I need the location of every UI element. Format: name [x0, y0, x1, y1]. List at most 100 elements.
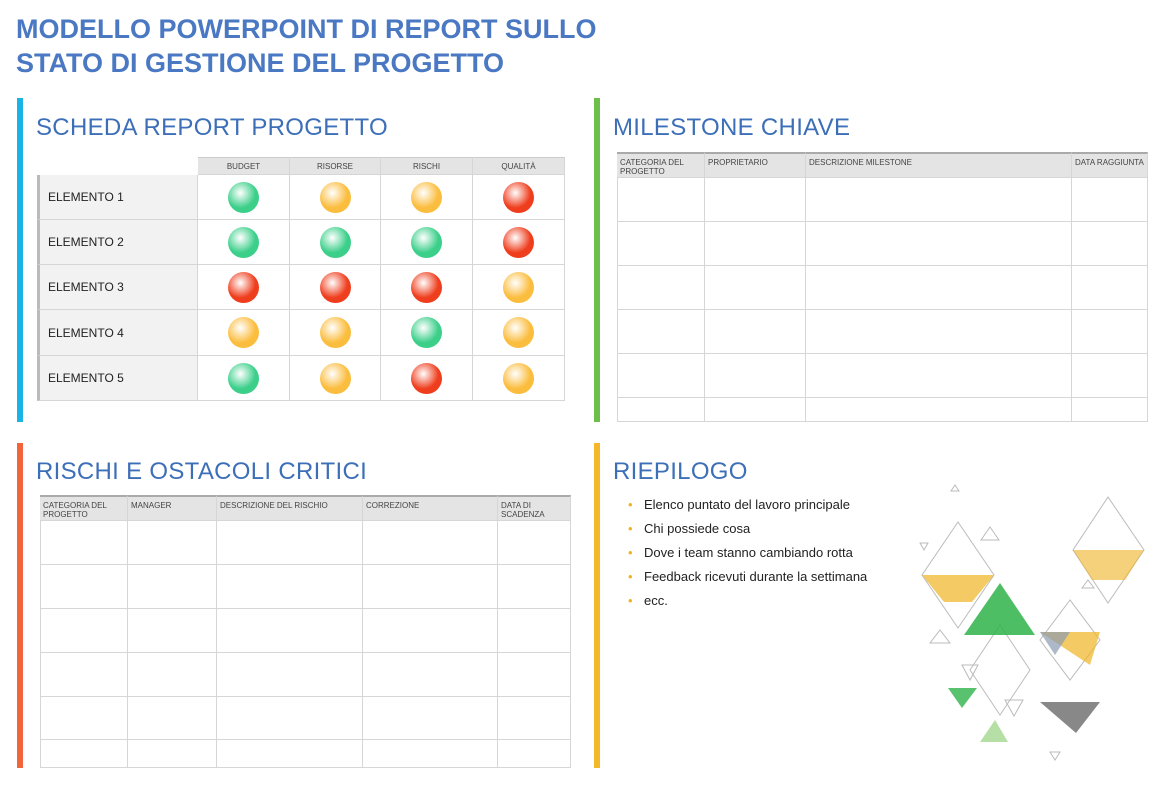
status-cell: [290, 356, 381, 401]
bullet-item: Feedback ricevuti durante la settimana: [628, 569, 904, 587]
table-cell: [806, 354, 1072, 398]
status-cell: [473, 265, 565, 310]
table-cell: [617, 178, 705, 222]
decoration: [919, 484, 1145, 761]
section-title: RIEPILOGO: [613, 458, 748, 485]
table-cell: [363, 521, 498, 565]
status-dot: [503, 362, 534, 394]
table-cell: [498, 653, 571, 697]
column-header: DATA DI SCADENZA: [498, 495, 571, 521]
table-cell: [705, 222, 806, 266]
column-header: RISORSE: [290, 157, 381, 175]
table-cell: [40, 609, 128, 653]
bullet-item: Dove i team stanno cambiando rotta: [628, 545, 904, 563]
status-cell: [290, 220, 381, 265]
status-dot: [411, 271, 442, 303]
table-cell: [217, 740, 363, 768]
status-cell: [381, 220, 473, 265]
bullet-item: Elenco puntato del lavoro principale: [628, 497, 904, 515]
column-header: DATA RAGGIUNTA: [1072, 152, 1148, 178]
section-bar: [594, 443, 600, 768]
table-cell: [40, 740, 128, 768]
table-cell: [1072, 398, 1148, 422]
table-cell: [128, 740, 217, 768]
status-cell: [290, 265, 381, 310]
column-header: DESCRIZIONE MILESTONE: [806, 152, 1072, 178]
table-cell: [128, 521, 217, 565]
table-cell: [806, 398, 1072, 422]
column-header: RISCHI: [381, 157, 473, 175]
row-label: ELEMENTO 5: [37, 356, 198, 401]
section-bar: [17, 443, 23, 768]
table-cell: [128, 565, 217, 609]
status-dot: [319, 317, 351, 348]
bullet-item: Chi possiede cosa: [628, 521, 904, 539]
status-cell: [473, 310, 565, 356]
table-cell: [498, 697, 571, 740]
table-cell: [806, 178, 1072, 222]
status-dot: [319, 271, 351, 303]
title-line: STATO DI GESTIONE DEL PROGETTO: [16, 48, 505, 78]
table-cell: [617, 222, 705, 266]
table-cell: [40, 653, 128, 697]
table-cell: [806, 222, 1072, 266]
table-cell: [363, 565, 498, 609]
table-cell: [705, 266, 806, 310]
table-cell: [40, 565, 128, 609]
status-cell: [198, 265, 290, 310]
table-cell: [217, 609, 363, 653]
status-cell: [381, 265, 473, 310]
table-cell: [705, 398, 806, 422]
table-cell: [705, 354, 806, 398]
status-dot: [503, 181, 534, 213]
table-cell: [217, 565, 363, 609]
status-cell: [473, 356, 565, 401]
status-cell: [473, 220, 565, 265]
column-header: CATEGORIA DEL PROGETTO: [40, 495, 128, 521]
title-line: MODELLO POWERPOINT DI REPORT SULLO: [16, 14, 597, 44]
table-cell: [1072, 310, 1148, 354]
table-cell: [498, 521, 571, 565]
status-dot: [411, 362, 442, 394]
status-cell: [381, 356, 473, 401]
table-cell: [617, 354, 705, 398]
table-cell: [40, 697, 128, 740]
section-title: MILESTONE CHIAVE: [613, 114, 851, 141]
status-cell: [381, 175, 473, 220]
table-cell: [498, 565, 571, 609]
row-label: ELEMENTO 2: [37, 220, 198, 265]
status-cell: [290, 175, 381, 220]
row-label: ELEMENTO 1: [37, 175, 198, 220]
column-header: CATEGORIA DEL PROGETTO: [617, 152, 705, 178]
status-cell: [198, 220, 290, 265]
section-bar: [17, 98, 23, 422]
status-dot: [503, 226, 534, 258]
column-header: PROPRIETARIO: [705, 152, 806, 178]
status-dot: [228, 362, 259, 394]
column-header: MANAGER: [128, 495, 217, 521]
table-cell: [363, 609, 498, 653]
status-cell: [198, 310, 290, 356]
table-cell: [363, 697, 498, 740]
table-cell: [498, 609, 571, 653]
table-cell: [363, 653, 498, 697]
table-cell: [1072, 266, 1148, 310]
table-cell: [128, 653, 217, 697]
status-dot: [503, 317, 534, 348]
status-cell: [381, 310, 473, 356]
status-cell: [290, 310, 381, 356]
status-dot: [228, 271, 259, 303]
status-cell: [198, 175, 290, 220]
status-dot: [319, 181, 351, 213]
table-cell: [617, 310, 705, 354]
table-cell: [705, 310, 806, 354]
column-header: DESCRIZIONE DEL RISCHIO: [217, 495, 363, 521]
section-title: RISCHI E OSTACOLI CRITICI: [36, 458, 368, 485]
table-cell: [498, 740, 571, 768]
table-cell: [217, 653, 363, 697]
status-dot: [411, 226, 442, 258]
table-cell: [617, 398, 705, 422]
table-cell: [705, 178, 806, 222]
status-dot: [228, 226, 259, 258]
table-cell: [217, 697, 363, 740]
